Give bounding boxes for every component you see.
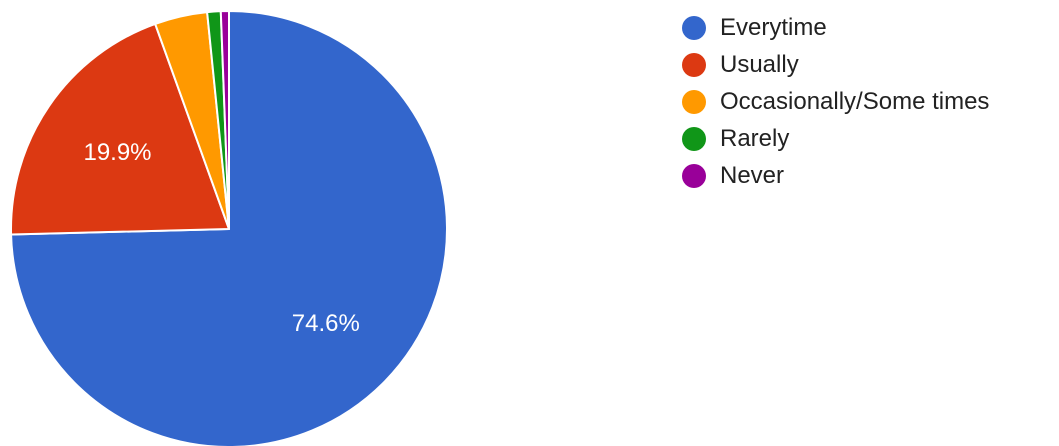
legend-swatch bbox=[682, 52, 706, 77]
legend-swatch bbox=[682, 89, 706, 114]
legend-label: Usually bbox=[720, 50, 799, 78]
legend-item-never[interactable]: Never bbox=[682, 157, 989, 194]
legend-item-usually[interactable]: Usually bbox=[682, 46, 989, 83]
legend-swatch bbox=[682, 15, 706, 40]
pie-label-everytime: 74.6% bbox=[292, 310, 360, 337]
pie-label-usually: 19.9% bbox=[83, 139, 151, 166]
legend-swatch bbox=[682, 163, 706, 188]
pie-slice-labels: 74.6% 19.9% bbox=[83, 139, 359, 337]
legend-label: Occasionally/Some times bbox=[720, 87, 990, 115]
legend-item-occasionally[interactable]: Occasionally/Some times bbox=[682, 83, 989, 120]
chart-legend: Everytime Usually Occasionally/Some time… bbox=[682, 9, 989, 194]
legend-label: Rarely bbox=[720, 124, 790, 152]
pie-slice-usually[interactable] bbox=[10, 22, 230, 236]
pie-chart-plot: 74.6% 19.9% bbox=[10, 9, 448, 446]
pie-slice-never[interactable] bbox=[219, 9, 230, 230]
legend-item-everytime[interactable]: Everytime bbox=[682, 9, 989, 46]
legend-swatch bbox=[682, 126, 706, 151]
legend-label: Everytime bbox=[720, 13, 827, 41]
legend-label: Never bbox=[720, 161, 785, 189]
pie-slices bbox=[10, 9, 448, 446]
legend-item-rarely[interactable]: Rarely bbox=[682, 120, 989, 157]
